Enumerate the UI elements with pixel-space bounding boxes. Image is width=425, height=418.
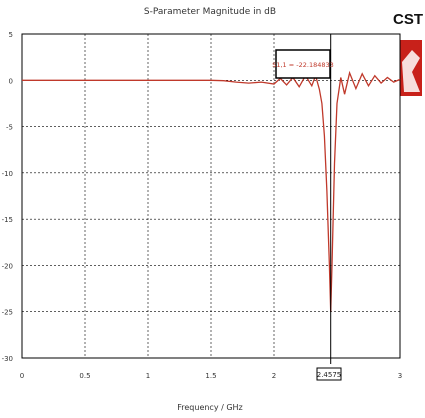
- cst-logo-mark: [402, 50, 420, 92]
- x-axis-label: Frequency / GHz: [177, 403, 243, 412]
- y-tick-label: 5: [9, 31, 13, 39]
- marker-label-frame: [275, 49, 331, 79]
- chart-grid: [22, 34, 400, 358]
- plot-frame: [21, 33, 401, 359]
- x-tick-label: 0.5: [79, 372, 90, 380]
- x-tick-label: 1: [146, 372, 150, 380]
- marker-x-readout-text: 2.4575: [317, 371, 342, 379]
- y-tick-label: -25: [2, 309, 13, 317]
- x-tick-label: 2: [272, 372, 276, 380]
- marker-label-box: S1,1 = -22.184833: [272, 49, 334, 79]
- x-tick-label: 0: [20, 372, 24, 380]
- marker-label: S1,1 = -22.184833: [272, 61, 334, 69]
- marker-x-readout-frame: [316, 367, 342, 381]
- y-tick-label: 0: [9, 77, 13, 85]
- y-axis-ticks: 5 0 -5 -10 -15 -20 -25 -30: [2, 31, 13, 363]
- s11-line: [22, 70, 401, 312]
- marker-x-readout: 2.4575: [316, 367, 342, 381]
- y-tick-label: -30: [2, 355, 13, 363]
- y-tick-label: -15: [2, 216, 13, 224]
- x-axis-ticks: 0 0.5 1 1.5 2 3: [20, 372, 402, 380]
- y-tick-label: -20: [2, 262, 13, 270]
- x-tick-label: 3: [398, 372, 402, 380]
- y-tick-label: -10: [2, 170, 13, 178]
- cst-logo-text: CST: [393, 11, 423, 28]
- y-tick-label: -5: [6, 124, 13, 132]
- cst-logo: CST: [393, 11, 423, 96]
- x-tick-label: 1.5: [205, 372, 216, 380]
- chart-title: S-Parameter Magnitude in dB: [144, 7, 276, 17]
